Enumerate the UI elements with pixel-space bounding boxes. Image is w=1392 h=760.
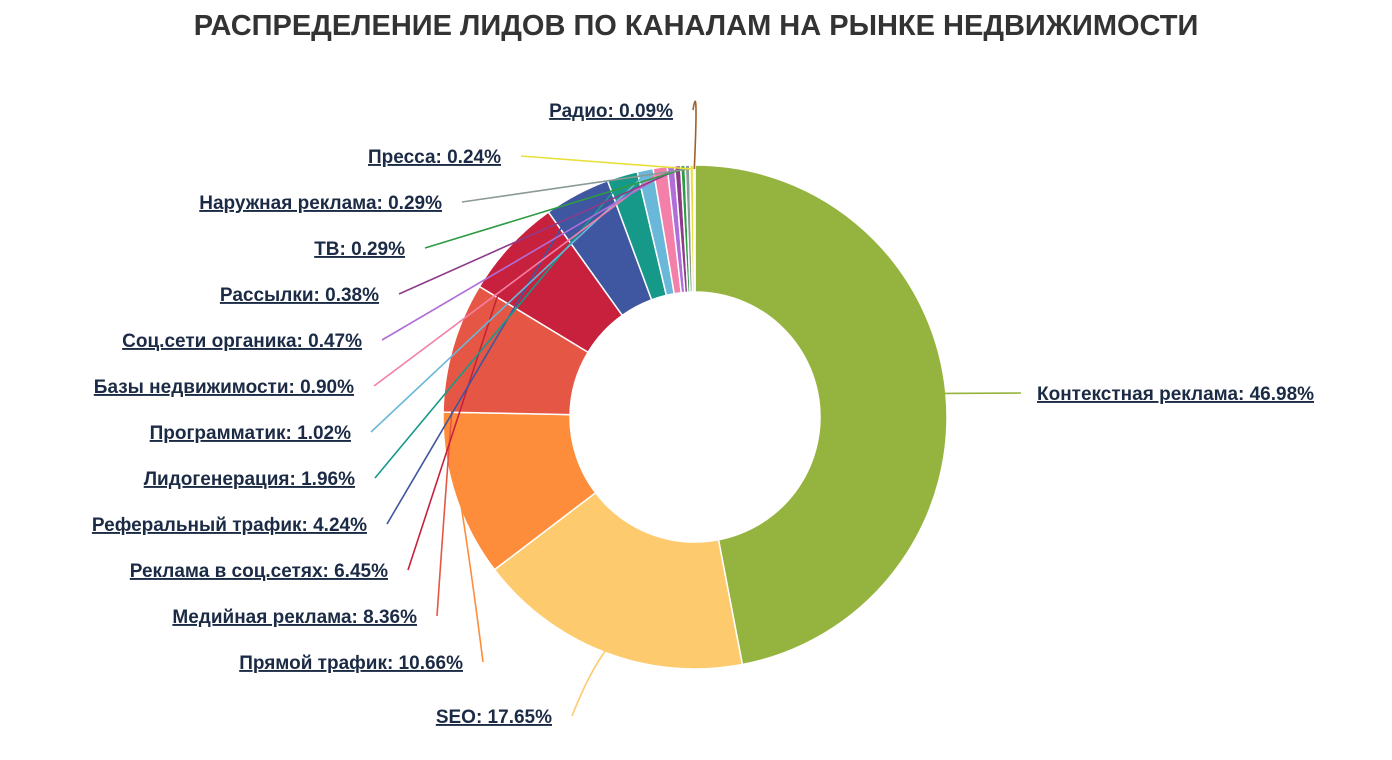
leader-line-12 [424,168,684,249]
data-label-8: Программатик: 1.02% [150,423,351,444]
slice-15[interactable] [692,164,696,293]
data-label-10: Соц.сети органика: 0.47% [122,331,362,352]
leader-line-15 [692,100,697,170]
data-label-15: Радио: 0.09% [549,101,673,122]
leader-line-3 [458,493,484,663]
chart-title: РАСПРЕДЕЛЕНИЕ ЛИДОВ ПО КАНАЛАМ НА РЫНКЕ … [193,10,1199,42]
leader-line-6 [386,197,580,525]
leader-line-14 [520,155,692,170]
data-label-4: Медийная реклама: 8.36% [172,607,417,628]
leader-line-5 [407,248,514,571]
leader-line-13 [461,168,688,203]
data-label-12: ТВ: 0.29% [314,239,405,260]
data-label-2: SEO: 17.65% [436,707,552,728]
data-label-3: Прямой трафик: 10.66% [239,653,463,674]
leader-line-10 [381,169,672,341]
data-label-5: Реклама в соц.сетях: 6.45% [130,561,388,582]
leader-line-4 [436,347,458,617]
data-label-14: Пресса: 0.24% [368,147,501,168]
data-label-9: Базы недвижимости: 0.90% [94,377,354,398]
data-label-1: Контекстная реклама: 46.98% [1037,384,1314,405]
data-label-13: Наружная реклама: 0.29% [199,193,442,214]
slice-1[interactable] [694,164,948,666]
leader-line-2 [571,650,607,717]
leader-line-7 [374,179,625,479]
leader-line-8 [370,173,647,433]
data-label-11: Рассылки: 0.38% [220,285,379,306]
leader-line-11 [398,168,679,295]
leader-line-9 [373,170,662,387]
data-label-6: Реферальный трафик: 4.24% [92,515,367,536]
data-label-7: Лидогенерация: 1.96% [144,469,355,490]
slice-2[interactable] [493,491,744,670]
